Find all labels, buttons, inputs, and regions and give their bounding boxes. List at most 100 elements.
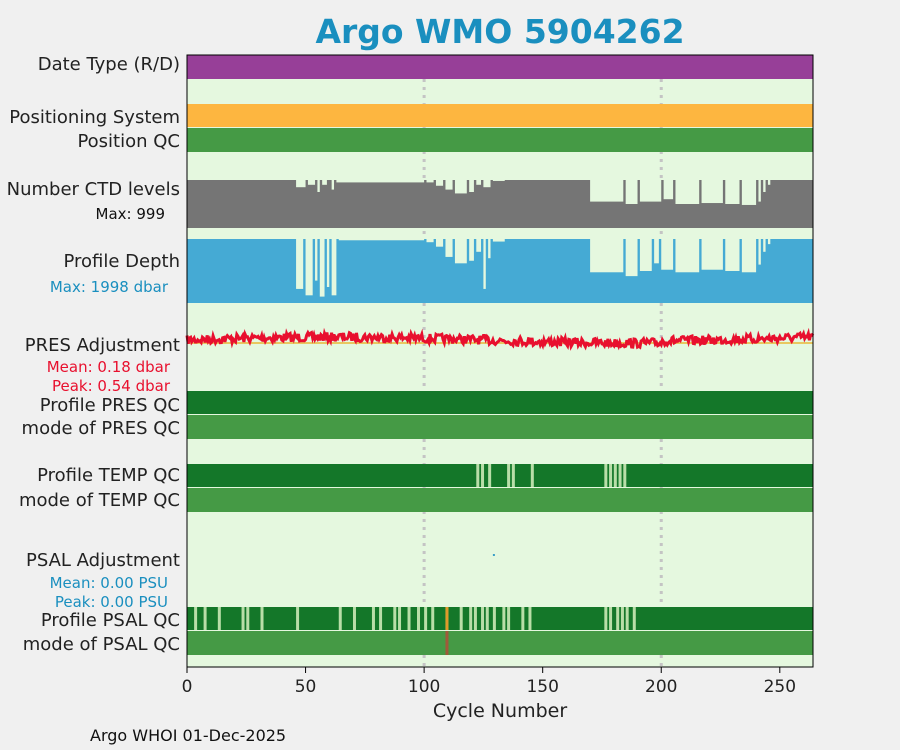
x-tick-label-0: 0 — [182, 677, 193, 697]
ctd-levels-gap-0 — [296, 180, 306, 188]
temp-qc-flag-4 — [511, 464, 515, 487]
ctd-levels-gap-12 — [483, 180, 491, 188]
ctd-levels-gap-21 — [725, 180, 740, 204]
psal-qc-flag-14 — [417, 607, 421, 630]
profile-depth-gap-22 — [675, 239, 700, 273]
ctd-levels-gap-16 — [625, 180, 638, 204]
temp-qc-flag-5 — [530, 464, 534, 487]
profile-depth-gap-12 — [476, 239, 482, 252]
band-2 — [187, 128, 813, 152]
guide-lines — [422, 55, 663, 667]
psal-qc-flag-5 — [260, 607, 264, 630]
row-label-10: PSAL Adjustment — [26, 550, 180, 571]
psal-qc-flag-28 — [604, 607, 608, 630]
psal-qc-flag-18 — [459, 607, 463, 630]
psal-qc-flag-24 — [502, 607, 506, 630]
psal-qc-flag-32 — [625, 607, 629, 630]
ctd-levels-gap-20 — [701, 180, 723, 204]
psal-qc-flag-19 — [469, 607, 473, 630]
pres-adjustment-line — [185, 327, 815, 351]
psal-qc-flag-22 — [485, 607, 489, 630]
row-label-6: Profile PRES QC — [40, 395, 180, 416]
profile-depth-gap-19 — [639, 239, 652, 271]
temp-qc-flag-0 — [476, 464, 480, 487]
psal-qc-flag-11 — [393, 607, 397, 630]
profile-depth-gap-6 — [338, 239, 425, 241]
profile-depth-gap-26 — [758, 239, 761, 265]
temp-qc-flag-6 — [604, 464, 608, 487]
profile-depth-gap-17 — [590, 239, 624, 273]
temp-qc-flag-3 — [507, 464, 511, 487]
psal-qc-flag-12 — [398, 607, 402, 630]
psal-qc-flag-10 — [379, 607, 383, 630]
band-12 — [187, 631, 813, 655]
row-label-0: Date Type (R/D) — [38, 54, 180, 75]
band-7 — [187, 415, 813, 439]
temp-qc-flag-2 — [488, 464, 492, 487]
x-tick-label-250: 250 — [764, 677, 796, 697]
profile-depth-gap-24 — [725, 239, 740, 271]
ctd-levels-gap-23 — [758, 180, 761, 202]
x-axis: 0 50 100 150 200 250 — [182, 667, 796, 697]
footer-credit: Argo WHOI 01-Dec-2025 — [90, 726, 287, 745]
profile-depth-gap-21 — [661, 239, 674, 270]
psal-mode-bad-flag — [445, 631, 449, 655]
data-bands — [185, 55, 815, 655]
profile-depth-gap-7 — [426, 239, 434, 243]
profile-depth-gap-27 — [763, 239, 766, 252]
profile-depth-gap-8 — [435, 239, 444, 247]
chart-title: Argo WMO 5904262 — [315, 12, 685, 51]
profile-depth-gap-18 — [625, 239, 638, 277]
profile-depth-gap-9 — [445, 239, 453, 257]
row-label-5: PRES Adjustment — [25, 335, 180, 356]
band-8 — [187, 464, 813, 487]
temp-qc-flag-7 — [609, 464, 613, 487]
profile-depth-gap-14 — [488, 239, 491, 259]
ctd-levels-gap-4 — [331, 180, 335, 190]
profile-depth-gap-4 — [326, 239, 330, 287]
profile-depth-gap-15 — [492, 239, 505, 242]
psal-qc-flag-30 — [616, 607, 620, 630]
psal-qc-flag-16 — [431, 607, 435, 630]
ctd-levels-gap-5 — [336, 180, 425, 183]
row-sublabel-2: Mean: 0.18 dbar — [47, 358, 171, 376]
psal-qc-flag-21 — [481, 607, 485, 630]
x-tick-label-50: 50 — [295, 677, 317, 697]
psal-qc-flag-2 — [217, 607, 221, 630]
temp-qc-flag-9 — [618, 464, 622, 487]
profile-depth-gap-20 — [654, 239, 659, 264]
psal-qc-flag-8 — [352, 607, 356, 630]
temp-qc-flag-8 — [613, 464, 617, 487]
psal-qc-bad-flag — [445, 607, 449, 630]
row-label-7: mode of PRES QC — [22, 418, 180, 439]
profile-depth-gap-2 — [315, 239, 318, 281]
psal-qc-flag-4 — [246, 607, 250, 630]
ctd-levels-gap-10 — [469, 180, 474, 192]
ctd-levels-gap-25 — [767, 180, 771, 185]
ctd-levels-gap-9 — [454, 180, 467, 194]
profile-depth-gap-11 — [469, 239, 474, 261]
row-sublabel-5: Peak: 0.00 PSU — [55, 593, 168, 611]
ctd-levels-gap-1 — [307, 180, 316, 185]
ctd-levels-gap-6 — [426, 180, 434, 183]
ctd-levels-gap-17 — [639, 180, 662, 202]
row-sublabel-1: Max: 1998 dbar — [50, 278, 169, 296]
x-axis-label: Cycle Number — [433, 700, 567, 722]
temp-qc-flag-1 — [481, 464, 485, 487]
row-sublabel-3: Peak: 0.54 dbar — [52, 377, 171, 395]
band-1 — [187, 104, 813, 127]
ctd-levels-gap-19 — [675, 180, 700, 204]
psal-qc-flag-33 — [632, 607, 636, 630]
row-label-11: Profile PSAL QC — [41, 610, 180, 631]
row-label-3: Number CTD levels — [7, 179, 180, 200]
band-9 — [187, 488, 813, 512]
ctd-levels-gap-2 — [317, 180, 320, 192]
psal-qc-flag-1 — [203, 607, 207, 630]
profile-depth-gap-1 — [305, 239, 313, 296]
row-label-12: mode of PSAL QC — [23, 634, 180, 655]
ctd-levels-gap-18 — [663, 180, 674, 200]
row-labels: Date Type (R/D) Positioning System Positio… — [7, 54, 180, 655]
psal-qc-flag-13 — [407, 607, 411, 630]
row-sublabel-0: Max: 999 — [96, 205, 165, 223]
